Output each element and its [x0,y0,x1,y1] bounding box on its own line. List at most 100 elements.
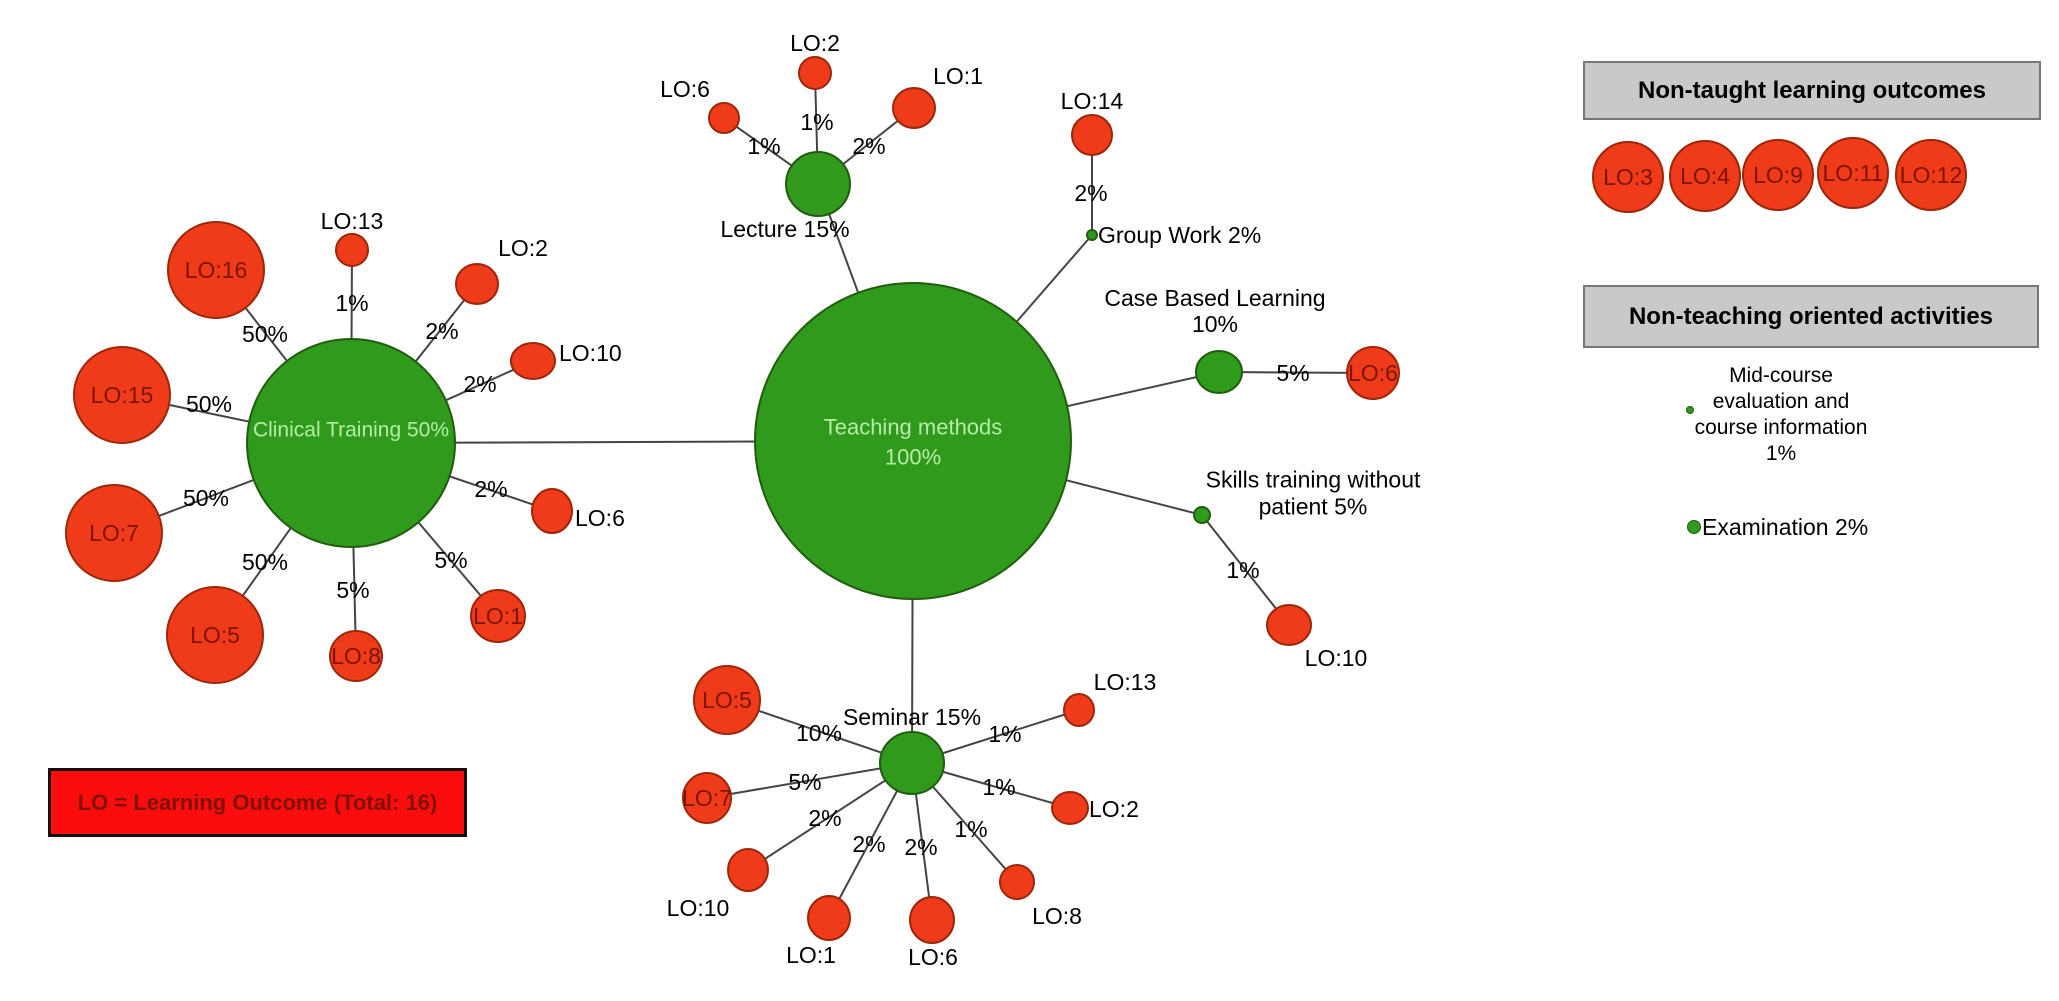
node-ct-lo1-label: LO:1 [473,603,523,629]
edge-label-clinical-ct-lo16: 50% [242,321,288,347]
edge-label-seminar-sem-lo7: 5% [788,769,821,795]
examination-dot [1687,520,1701,534]
node-ct-lo10-label: LO:10 [559,340,622,366]
edge-label-seminar-sem-lo6: 2% [904,834,937,860]
edge-label-clinical-ct-lo7: 50% [183,485,229,511]
node-nt-LO-9 [1742,139,1814,211]
node-sem-lo8 [999,864,1035,900]
node-lecture [785,151,851,217]
node-ct-lo8-label: LO:8 [331,643,381,669]
node-lec-lo2 [798,56,832,90]
mid-course-dot [1686,406,1694,414]
node-ct-lo1 [470,589,526,643]
edge-label-clinical-ct-lo13: 1% [335,290,368,316]
node-lec-lo6-label: LO:6 [660,76,710,102]
node-nt-LO-3 [1592,141,1664,213]
non-teaching-panel-title: Non-teaching oriented activities [1628,302,1994,330]
node-lecture-label: Lecture 15% [720,216,849,242]
node-ct-lo8 [329,630,383,682]
node-lec-lo1-label: LO:1 [933,63,983,89]
node-sem-lo13-label: LO:13 [1094,669,1157,695]
node-lec-lo6 [708,102,740,134]
edge-label-clinical-ct-lo6: 2% [474,476,507,502]
node-ct-lo15 [73,346,171,444]
node-seminar-label: Seminar 15% [843,704,981,730]
node-nt-LO-11-label: LO:11 [1823,160,1884,186]
node-sem-lo1 [807,895,851,941]
node-nt-LO-4-label: LO:4 [1680,163,1730,189]
edge-seminar-sem-lo7 [706,762,913,799]
node-ct-lo2 [455,263,499,305]
edge-label-clinical-ct-lo8: 5% [336,577,369,603]
node-skills [1193,506,1211,524]
non-taught-panel-header: Non-taught learning outcomes [1583,61,2041,120]
node-sem-lo7-label: LO:7 [682,785,732,811]
node-skills-label: patient 5% [1259,494,1368,520]
node-ct-lo7 [65,484,163,582]
node-ct-lo16-label: LO:16 [185,257,248,283]
edge-label-clinical-ct-lo5: 50% [242,549,288,575]
edge-label-seminar-sem-lo5: 10% [796,720,842,746]
node-sem-lo5 [693,665,761,735]
node-ct-lo6-label: LO:6 [575,505,625,531]
edge-label-lecture-lec-lo2: 1% [800,109,833,135]
legend-box: LO = Learning Outcome (Total: 16) [48,768,467,837]
node-lec-lo2-label: LO:2 [790,30,840,56]
node-teaching [754,282,1072,600]
node-sem-lo13 [1063,693,1095,727]
mid-course-activity-label: Mid-course evaluation and course informa… [1651,363,1911,467]
node-sem-lo5-label: LO:5 [702,687,752,713]
node-sem-lo7 [682,772,732,824]
node-groupwork [1086,229,1098,241]
node-sem-lo6-label: LO:6 [908,944,958,970]
node-gw-lo14 [1071,114,1113,156]
node-ct-lo13-label: LO:13 [321,208,384,234]
edge-label-clinical-ct-lo10: 2% [463,371,496,397]
node-sk-lo10-label: LO:10 [1305,645,1368,671]
node-nt-LO-12-label: LO:12 [1900,162,1963,188]
edge-label-groupwork-gw-lo14: 2% [1074,180,1107,206]
edge-label-seminar-sem-lo1: 2% [852,831,885,857]
node-ct-lo15-label: LO:15 [91,382,154,408]
node-ct-lo6 [531,488,573,534]
node-clinical-label: Clinical Training 50% [253,419,449,442]
node-cbl-label: 10% [1192,311,1238,337]
node-lec-lo1 [892,87,936,129]
node-gw-lo14-label: LO:14 [1061,88,1124,114]
node-sem-lo6 [909,896,955,944]
node-cbl-lo6 [1346,346,1400,400]
edge-label-clinical-ct-lo2: 2% [425,318,458,344]
node-cbl [1195,350,1243,394]
mid-course-line-2: evaluation and [1712,390,1850,413]
node-nt-LO-11 [1817,137,1889,209]
node-skills-label: Skills training without [1206,467,1421,493]
edge-label-clinical-ct-lo1: 5% [434,547,467,573]
node-ct-lo7-label: LO:7 [89,520,139,546]
edge-label-lecture-lec-lo6: 1% [747,133,780,159]
examination-label: Examination 2% [1702,514,1869,540]
node-cbl-lo6-label: LO:6 [1348,360,1398,386]
mid-course-line-3: course information [1694,416,1868,439]
node-nt-LO-3-label: LO:3 [1603,164,1653,190]
node-ct-lo16 [167,221,265,319]
node-ct-lo2-label: LO:2 [498,235,548,261]
edge-label-seminar-sem-lo8: 1% [954,816,987,842]
node-clinical [246,338,456,548]
node-sem-lo8-label: LO:8 [1032,903,1082,929]
edge-label-seminar-sem-lo2: 1% [982,774,1015,800]
node-ct-lo13 [335,233,369,267]
mid-course-line-4: 1% [1765,442,1797,465]
node-ct-lo5 [166,586,264,684]
node-sem-lo10 [727,848,769,892]
edge-skills-sk-lo10 [1201,514,1290,626]
edge-label-seminar-sem-lo10: 2% [808,805,841,831]
node-nt-LO-4 [1669,140,1741,212]
non-taught-panel-title: Non-taught learning outcomes [1638,76,1986,104]
node-seminar [879,731,945,795]
node-nt-LO-9-label: LO:9 [1753,162,1803,188]
node-sk-lo10 [1266,604,1312,646]
node-sem-lo2 [1051,791,1089,825]
node-nt-LO-12 [1895,139,1967,211]
